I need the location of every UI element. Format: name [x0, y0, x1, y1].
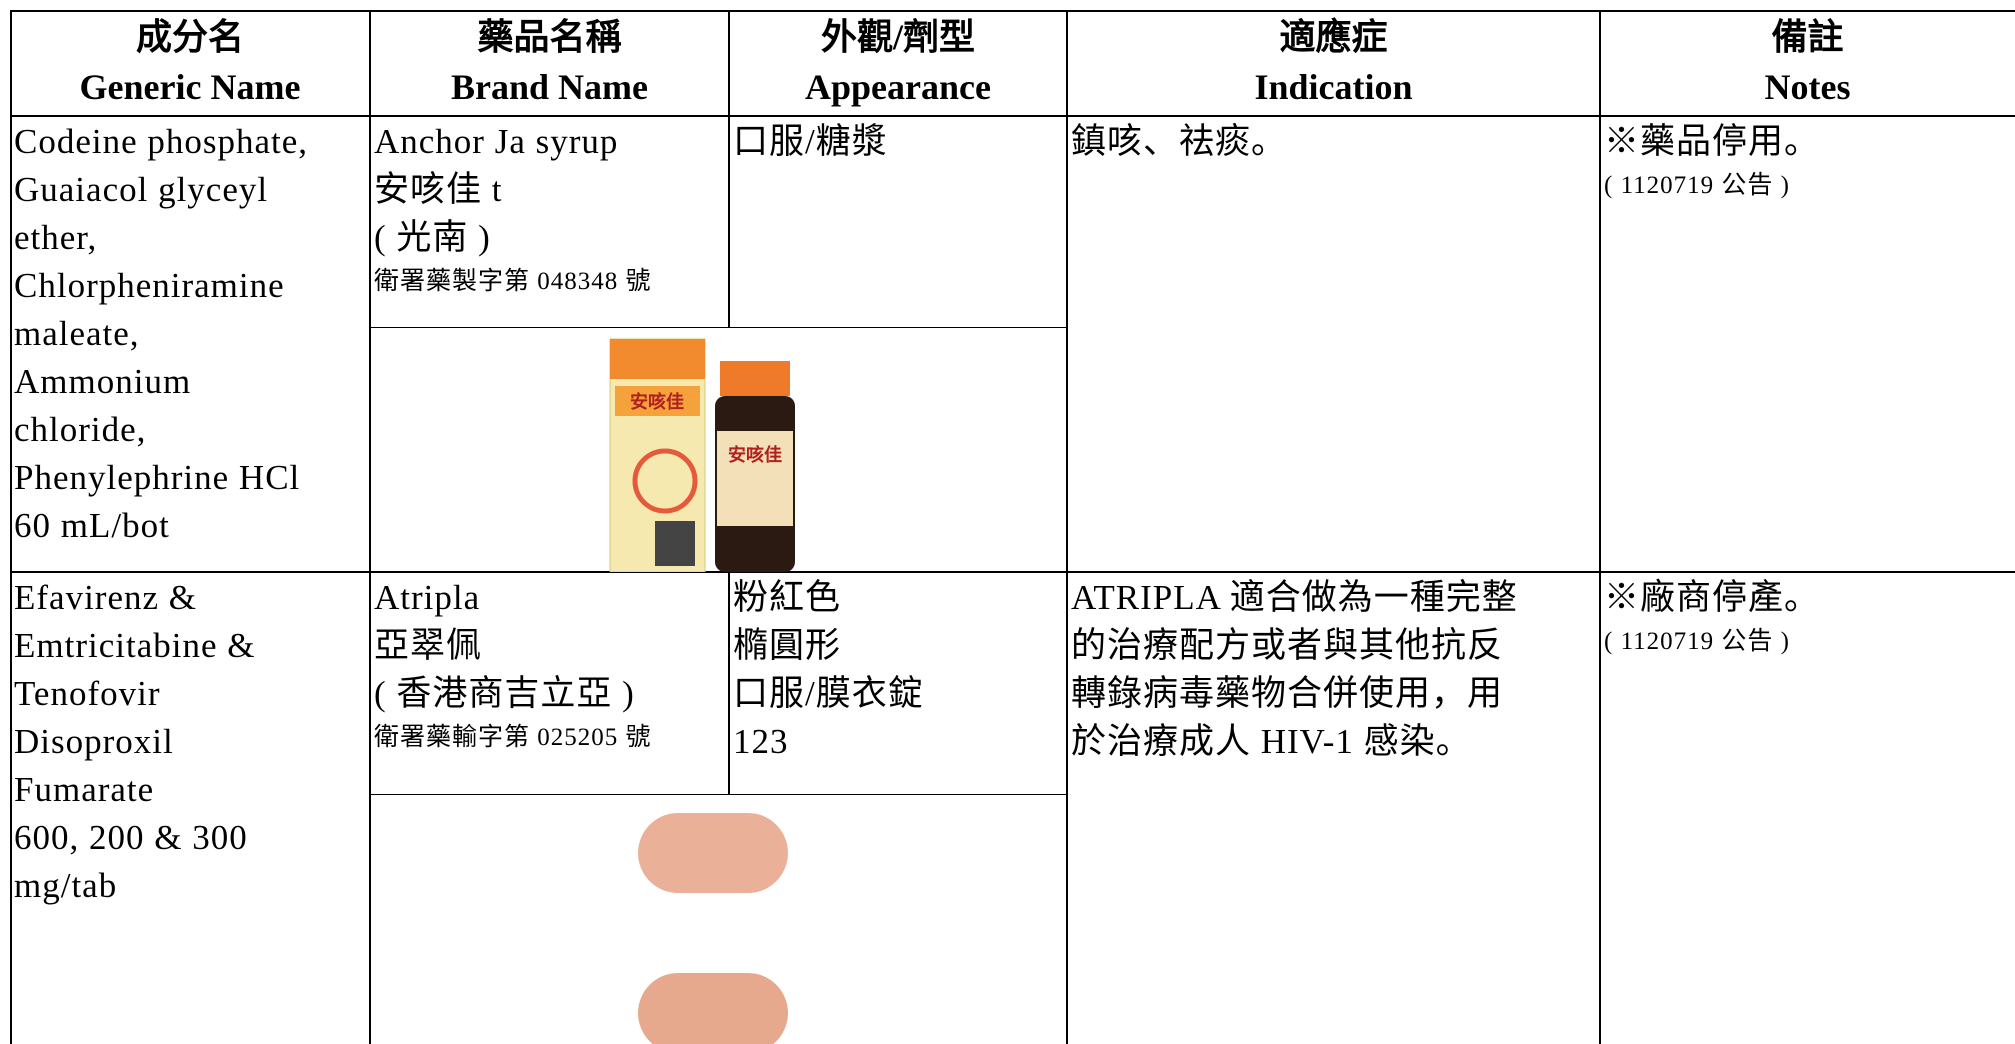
brand-name: Atripla 亞翠佩 ( 香港商吉立亞 ) 衛署藥輸字第 025205 號: [374, 574, 652, 758]
license-number: 衛署藥輸字第 025205 號: [374, 724, 652, 751]
svg-text:安咳佳: 安咳佳: [728, 444, 782, 466]
indication: 鎮咳、祛痰。: [1071, 118, 1287, 166]
header-en: Generic Name: [79, 67, 301, 107]
border: [728, 571, 730, 795]
border: [1599, 10, 1601, 1044]
header-zh: 適應症: [1279, 17, 1388, 57]
text-line: ( 香港商吉立亞 ): [374, 674, 635, 713]
border: [369, 10, 371, 1044]
header-en: Indication: [1254, 67, 1413, 107]
generic-name: Codeine phosphate, Guaiacol glyceyl ether,…: [14, 118, 308, 550]
text-line: 亞翠佩: [374, 626, 483, 665]
appearance: 粉紅色橢圓形口服/膜衣錠 123: [733, 574, 924, 766]
header-cell: 藥品名稱 Brand Name: [370, 12, 729, 112]
text-line: Disoproxil: [14, 722, 174, 761]
header-en: Appearance: [805, 67, 991, 107]
text-line: 口服/膜衣錠: [733, 674, 924, 713]
svg-text:安咳佳: 安咳佳: [630, 391, 684, 413]
header-zh: 藥品名稱: [477, 17, 622, 57]
text-line: Guaiacol glyceyl: [14, 170, 269, 209]
indication: ATRIPLA 適合做為一種完整 的治療配方或者與其他抗反 轉錄病毒藥物合併使用，用…: [1071, 574, 1518, 766]
text-line: 安咳佳 t: [374, 170, 503, 209]
text-line: 123: [733, 722, 789, 761]
header-en: Brand Name: [451, 67, 648, 107]
license-number: 衛署藥製字第 048348 號: [374, 268, 652, 295]
text-line: Phenylephrine HCl: [14, 458, 301, 497]
text-line: 口服/糖漿: [733, 122, 888, 161]
border: [728, 115, 730, 328]
text-line: 鎮咳、祛痰。: [1071, 122, 1288, 161]
text-line: ether,: [14, 218, 98, 257]
text-line: 600, 200 & 300: [14, 818, 248, 857]
text-line: maleate,: [14, 314, 140, 353]
announcement: ( 1120719 公告 ): [1604, 628, 1790, 655]
text-line: Codeine phosphate,: [14, 122, 309, 161]
brand-name: Anchor Ja syrup 安咳佳 t ( 光南 ) 衛署藥製字第 048348 …: [374, 118, 652, 302]
text-line: 於治療成人 HIV-1 感染。: [1071, 722, 1472, 761]
text-line: 粉紅色: [733, 578, 842, 617]
note: ※廠商停產。: [1604, 578, 1821, 617]
text-line: 的治療配方或者與其他抗反: [1071, 626, 1504, 665]
text-line: Chlorpheniramine: [14, 266, 285, 305]
text-line: 轉錄病毒藥物合併使用，用: [1071, 674, 1504, 713]
notes: ※廠商停產。 ( 1120719 公告 ): [1604, 574, 1820, 662]
header-zh: 備註: [1771, 17, 1844, 57]
generic-name: Efavirenz & Emtricitabine & Tenofovir Disop…: [14, 574, 255, 910]
text-line: Tenofovir: [14, 674, 161, 713]
text-line: Fumarate: [14, 770, 155, 809]
border: [1066, 10, 1068, 1044]
announcement: ( 1120719 公告 ): [1604, 172, 1790, 199]
text-line: Anchor Ja syrup: [374, 122, 619, 161]
border: [370, 794, 1067, 795]
text-line: Ammonium: [14, 362, 192, 401]
border: [10, 115, 2015, 117]
text-line: Efavirenz &: [14, 578, 197, 617]
text-line: ( 光南 ): [374, 218, 491, 257]
text-line: 橢圓形: [733, 626, 842, 665]
appearance: 口服/糖漿: [733, 118, 888, 166]
product-photo: 安咳佳 安咳佳: [609, 338, 795, 572]
header-zh: 外觀/劑型: [820, 17, 975, 57]
text-line: mg/tab: [14, 866, 118, 905]
text-line: chloride,: [14, 410, 147, 449]
border: [728, 10, 730, 116]
note: ※藥品停用。: [1604, 122, 1821, 161]
border: [10, 571, 2015, 573]
header-en: Notes: [1764, 67, 1851, 107]
notes: ※藥品停用。 ( 1120719 公告 ): [1604, 118, 1820, 206]
border: [10, 10, 2015, 12]
header-cell: 外觀/劑型 Appearance: [729, 12, 1067, 112]
text-line: ATRIPLA 適合做為一種完整: [1071, 578, 1518, 617]
header-cell: 適應症 Indication: [1067, 12, 1600, 112]
text-line: Emtricitabine &: [14, 626, 256, 665]
border: [10, 10, 12, 1044]
tablet-photo: [638, 813, 788, 1044]
text-line: 60 mL/bot: [14, 506, 170, 545]
text-line: Atripla: [374, 578, 481, 617]
header-zh: 成分名: [135, 17, 244, 57]
header-cell: 成分名 Generic Name: [10, 12, 370, 112]
header-cell: 備註 Notes: [1600, 12, 2015, 112]
border: [370, 327, 1067, 328]
